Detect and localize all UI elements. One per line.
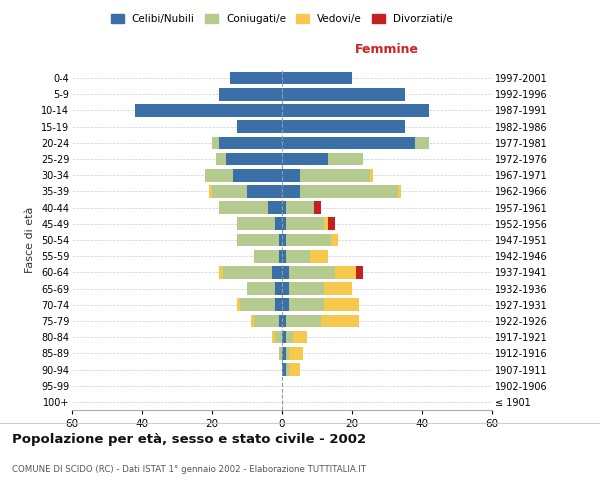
Bar [299, 185, 398, 198]
Bar [324, 298, 359, 311]
Bar [282, 266, 289, 278]
Bar [278, 250, 282, 262]
Bar [205, 169, 233, 181]
Bar [282, 202, 286, 214]
Bar [282, 314, 286, 328]
Bar [289, 298, 324, 311]
Bar [282, 88, 404, 101]
Bar [135, 104, 282, 117]
Bar [299, 169, 370, 181]
Bar [328, 218, 335, 230]
Bar [286, 363, 289, 376]
Bar [335, 266, 355, 278]
Bar [236, 298, 240, 311]
Bar [282, 363, 286, 376]
Text: Femmine: Femmine [355, 44, 419, 57]
Bar [223, 266, 271, 278]
Bar [233, 169, 282, 181]
Bar [271, 266, 282, 278]
Bar [282, 185, 299, 198]
Bar [289, 347, 303, 360]
Legend: Celibi/Nubili, Coniugati/e, Vedovi/e, Divorziati/e: Celibi/Nubili, Coniugati/e, Vedovi/e, Di… [107, 10, 457, 29]
Bar [415, 136, 429, 149]
Text: COMUNE DI SCIDO (RC) - Dati ISTAT 1° gennaio 2002 - Elaborazione TUTTITALIA.IT: COMUNE DI SCIDO (RC) - Dati ISTAT 1° gen… [12, 466, 366, 474]
Bar [282, 331, 286, 344]
Bar [229, 72, 282, 85]
Bar [275, 282, 282, 295]
Bar [271, 331, 275, 344]
Bar [314, 202, 320, 214]
Bar [212, 185, 247, 198]
Bar [219, 136, 282, 149]
Bar [324, 282, 352, 295]
Bar [370, 169, 373, 181]
Bar [310, 250, 328, 262]
Bar [212, 136, 219, 149]
Bar [219, 88, 282, 101]
Bar [275, 298, 282, 311]
Bar [254, 314, 278, 328]
Bar [286, 202, 314, 214]
Bar [282, 250, 286, 262]
Bar [289, 282, 324, 295]
Y-axis label: Fasce di età: Fasce di età [25, 207, 35, 273]
Bar [286, 250, 310, 262]
Bar [398, 185, 401, 198]
Bar [286, 347, 289, 360]
Bar [282, 347, 286, 360]
Bar [275, 218, 282, 230]
Bar [331, 234, 338, 246]
Bar [282, 282, 289, 295]
Bar [219, 202, 268, 214]
Bar [286, 331, 293, 344]
Bar [289, 363, 299, 376]
Bar [289, 266, 335, 278]
Bar [293, 331, 307, 344]
Bar [286, 234, 331, 246]
Bar [240, 298, 275, 311]
Bar [282, 234, 286, 246]
Bar [282, 298, 289, 311]
Bar [278, 347, 282, 360]
Bar [226, 152, 282, 166]
Bar [251, 314, 254, 328]
Bar [236, 218, 275, 230]
Bar [282, 169, 299, 181]
Bar [282, 104, 429, 117]
Bar [275, 331, 282, 344]
Bar [282, 72, 352, 85]
Bar [247, 282, 275, 295]
Bar [215, 152, 226, 166]
Bar [278, 234, 282, 246]
Bar [286, 314, 320, 328]
Bar [355, 266, 362, 278]
Bar [278, 314, 282, 328]
Bar [286, 218, 324, 230]
Bar [209, 185, 212, 198]
Bar [236, 120, 282, 133]
Text: Popolazione per età, sesso e stato civile - 2002: Popolazione per età, sesso e stato civil… [12, 432, 366, 446]
Bar [282, 120, 404, 133]
Bar [268, 202, 282, 214]
Bar [219, 266, 223, 278]
Bar [282, 218, 286, 230]
Bar [254, 250, 278, 262]
Bar [282, 152, 328, 166]
Bar [320, 314, 359, 328]
Bar [328, 152, 362, 166]
Bar [247, 185, 282, 198]
Bar [282, 136, 415, 149]
Bar [324, 218, 328, 230]
Bar [236, 234, 278, 246]
